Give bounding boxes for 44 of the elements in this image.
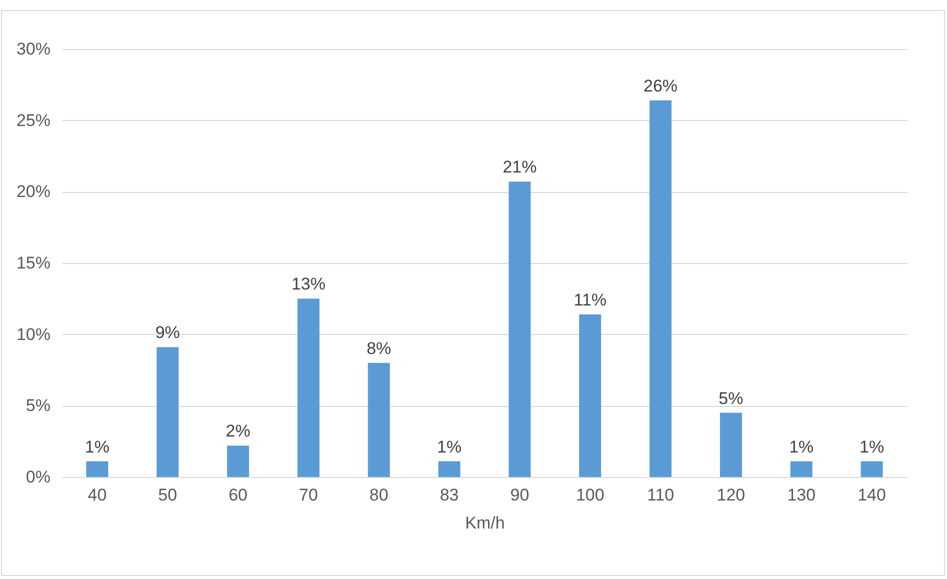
x-tick-label: 140 — [858, 486, 886, 504]
x-tick-label: 90 — [510, 486, 530, 504]
x-tick-label: 130 — [787, 486, 816, 504]
y-tick-label: 25% — [16, 110, 50, 130]
data-label: 9% — [155, 323, 180, 342]
data-label: 5% — [718, 388, 744, 408]
bar — [438, 461, 460, 477]
x-tick-label: 100 — [576, 486, 604, 504]
x-tick-label: 120 — [716, 486, 746, 504]
data-label: 1% — [84, 437, 110, 456]
x-tick-label: 83 — [440, 486, 459, 504]
bar — [579, 314, 602, 477]
x-tick-label: 70 — [298, 486, 318, 504]
bar — [650, 100, 672, 477]
y-tick-label: 30% — [16, 40, 50, 58]
bar — [790, 461, 812, 477]
bar — [227, 446, 250, 477]
data-label: 11% — [574, 290, 607, 310]
bar — [860, 461, 883, 477]
data-label: 8% — [366, 338, 392, 358]
bar — [720, 412, 742, 477]
bar — [297, 298, 320, 477]
bar — [156, 347, 179, 477]
y-tick-label: 15% — [16, 254, 50, 272]
data-label: 13% — [291, 274, 326, 294]
data-label: 1% — [789, 437, 814, 456]
x-tick-label: 40 — [88, 486, 107, 504]
bar — [508, 182, 531, 477]
x-tick-label: 110 — [646, 486, 674, 504]
bar — [368, 362, 390, 477]
y-tick-label: 5% — [26, 396, 50, 416]
data-label: 21% — [502, 158, 537, 177]
x-tick-label: 50 — [158, 486, 178, 504]
bar — [86, 461, 108, 477]
x-tick-label: 80 — [369, 486, 388, 504]
data-label: 2% — [226, 422, 250, 441]
y-tick-label: 10% — [16, 324, 50, 344]
data-label: 1% — [437, 437, 462, 456]
x-axis-title: Km/h — [465, 514, 505, 532]
y-tick-label: 0% — [26, 468, 50, 486]
data-label: 26% — [644, 76, 678, 96]
y-tick-label: 20% — [16, 182, 50, 202]
data-label: 1% — [860, 437, 884, 456]
x-tick-label: 60 — [228, 486, 248, 504]
